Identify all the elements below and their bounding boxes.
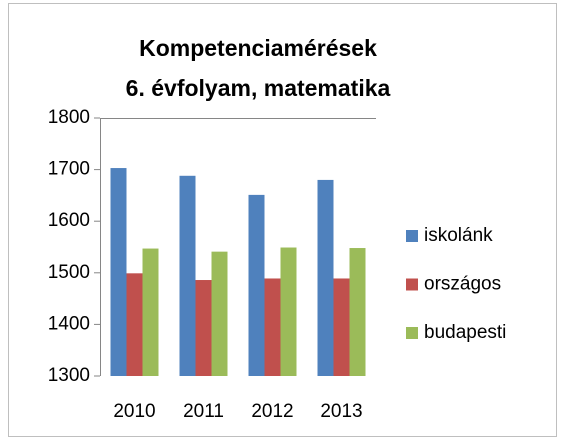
chart-title: 6. évfolyam, matematika bbox=[126, 75, 391, 101]
x-tick-label: 2011 bbox=[183, 401, 224, 422]
bar bbox=[211, 251, 228, 376]
legend-label: iskolánk bbox=[424, 225, 493, 246]
bar bbox=[349, 248, 366, 376]
y-tick-label: 1400 bbox=[48, 313, 90, 334]
bar bbox=[195, 280, 212, 376]
y-tick-label: 1300 bbox=[48, 365, 90, 386]
x-tick-label: 2012 bbox=[251, 401, 293, 422]
bar bbox=[280, 247, 297, 376]
x-tick-label: 2013 bbox=[320, 401, 362, 422]
legend-label: országos bbox=[424, 274, 501, 295]
bar bbox=[248, 194, 265, 376]
legend-swatch bbox=[406, 230, 418, 242]
bar bbox=[142, 248, 159, 376]
bar bbox=[110, 168, 127, 376]
legend-swatch bbox=[406, 278, 418, 291]
y-tick-label: 1800 bbox=[48, 107, 90, 128]
bar bbox=[179, 175, 196, 376]
y-tick-label: 1600 bbox=[48, 210, 90, 231]
y-tick-label: 1700 bbox=[48, 159, 90, 180]
bar bbox=[264, 278, 281, 376]
bar bbox=[317, 179, 334, 376]
legend-swatch bbox=[406, 327, 418, 339]
x-tick-label: 2010 bbox=[113, 401, 155, 422]
legend-label: budapesti bbox=[424, 322, 506, 343]
y-tick-label: 1500 bbox=[48, 262, 90, 283]
chart-title: Kompetenciamérések bbox=[139, 35, 377, 61]
bar bbox=[126, 273, 143, 376]
bar bbox=[333, 278, 350, 376]
